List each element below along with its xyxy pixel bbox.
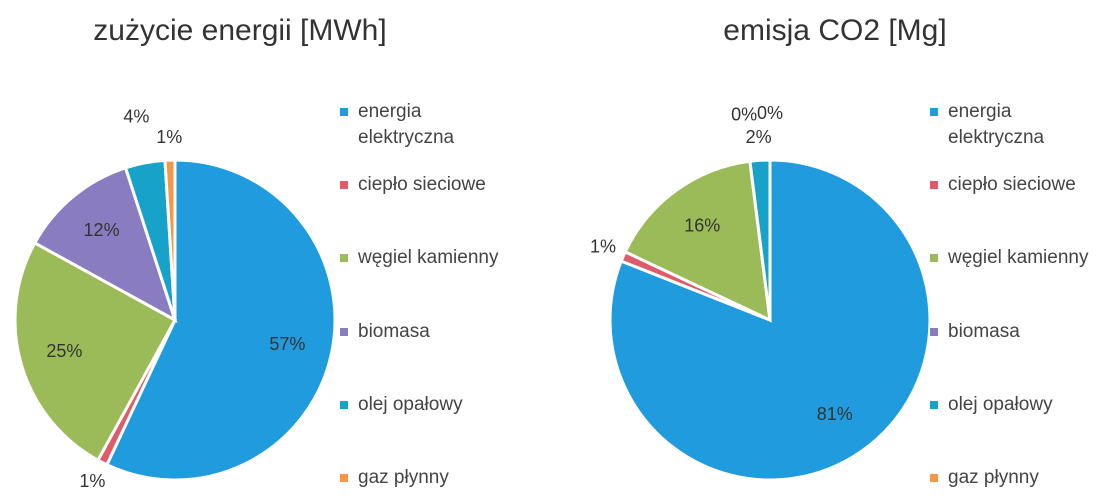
legend-swatch	[340, 108, 348, 116]
legend-label: węgiel kamienny	[358, 247, 499, 268]
pie-slice	[32, 165, 178, 324]
legend-swatch	[930, 181, 938, 189]
legend-label: biomasa	[358, 321, 430, 342]
legend-item: biomasa	[930, 319, 1105, 345]
data-label: 1%	[79, 471, 105, 491]
legend-label: energia elektryczna	[948, 101, 1045, 148]
pie-slice	[163, 158, 177, 321]
legend-label: węgiel kamienny	[948, 247, 1089, 268]
legend-label: gaz płynny	[948, 467, 1039, 488]
legend-label: biomasa	[948, 321, 1020, 342]
legend-item: biomasa	[340, 319, 515, 345]
legend-swatch	[930, 254, 938, 262]
legend-swatch	[340, 181, 348, 189]
legend-label: gaz płynny	[358, 467, 449, 488]
data-label: 25%	[46, 341, 82, 361]
data-label: 57%	[269, 334, 305, 354]
legend-swatch	[930, 474, 938, 482]
legend-label: ciepło sieciowe	[948, 174, 1076, 195]
data-label: 4%	[123, 106, 149, 126]
data-label: 12%	[84, 220, 120, 240]
data-label: 0%	[757, 103, 783, 123]
legend-swatch	[930, 401, 938, 409]
legend-swatch	[930, 328, 938, 336]
legend-item: gaz płynny	[340, 465, 515, 491]
legend-item: olej opałowy	[340, 392, 515, 418]
legend-swatch	[340, 474, 348, 482]
legend-swatch	[340, 328, 348, 336]
legend-label: ciepło sieciowe	[358, 174, 486, 195]
legend-label: energia elektryczna	[358, 101, 455, 148]
pie-slice	[13, 240, 178, 463]
legend-label: olej opałowy	[948, 394, 1053, 415]
chart-title: emisja CO2 [Mg]	[723, 14, 947, 47]
legend-item: olej opałowy	[930, 392, 1105, 418]
data-label: 81%	[817, 404, 853, 424]
legend-item: ciepło sieciowe	[340, 172, 515, 198]
legend-swatch	[340, 254, 348, 262]
legend-swatch	[930, 108, 938, 116]
data-label: 16%	[684, 216, 720, 236]
legend-label: olej opałowy	[358, 394, 463, 415]
pie-slice	[623, 159, 772, 323]
legend-item: ciepło sieciowe	[930, 172, 1105, 198]
data-label: 1%	[590, 236, 616, 256]
legend-item: energia elektryczna	[340, 99, 515, 151]
pie-slice	[104, 158, 337, 482]
legend-item: węgiel kamienny	[340, 245, 515, 271]
data-label: 2%	[746, 127, 772, 147]
data-label: 1%	[156, 127, 182, 147]
legend-item: energia elektryczna	[930, 99, 1105, 151]
legend-item: węgiel kamienny	[930, 245, 1105, 271]
data-label: 0%	[731, 104, 757, 124]
legend-item: gaz płynny	[930, 465, 1105, 491]
legend-swatch	[340, 401, 348, 409]
chart-title: zużycie energii [MWh]	[93, 14, 387, 47]
